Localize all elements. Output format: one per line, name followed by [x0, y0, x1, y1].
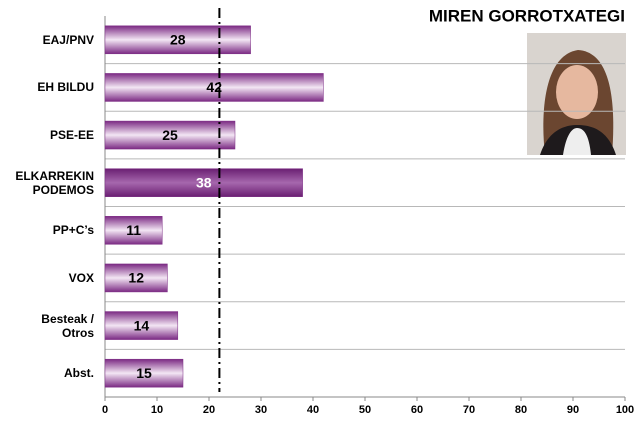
x-tick-label: 0 — [102, 404, 108, 416]
x-tick-label: 60 — [411, 404, 423, 416]
bar — [104, 168, 303, 197]
value-label: 42 — [206, 79, 222, 95]
x-tick-label: 80 — [515, 404, 527, 416]
chart-title: MIREN GORROTXATEGI — [429, 6, 625, 25]
photo — [527, 33, 626, 155]
bar — [104, 120, 236, 150]
bar — [104, 311, 179, 340]
category-label: VOX — [68, 270, 94, 285]
x-tick-label: 20 — [203, 404, 215, 416]
bar — [104, 73, 324, 102]
bar — [104, 216, 163, 245]
x-tick-label: 40 — [307, 404, 319, 416]
category-label: EAJ/PNV — [42, 32, 94, 47]
category-label: Abst. — [64, 366, 94, 381]
value-label: 25 — [162, 127, 178, 143]
value-label: 28 — [170, 32, 186, 48]
category-label: ELKARREKIN PODEMOS — [15, 168, 94, 197]
x-tick-label: 70 — [463, 404, 475, 416]
category-label: PP+C’s — [52, 223, 94, 238]
x-tick-label: 90 — [567, 404, 579, 416]
bar — [104, 358, 184, 388]
x-tick-label: 100 — [616, 404, 634, 416]
bar — [104, 263, 168, 293]
value-label: 12 — [128, 270, 144, 286]
bar — [104, 25, 251, 55]
value-label: 11 — [126, 222, 141, 238]
x-tick-label: 50 — [359, 404, 371, 416]
category-label: PSE-EE — [49, 128, 94, 143]
value-label: 15 — [136, 365, 152, 381]
value-label: 38 — [196, 174, 212, 190]
x-tick-label: 30 — [255, 404, 267, 416]
category-label: EH BILDU — [37, 80, 94, 95]
x-tick-label: 10 — [151, 404, 163, 416]
value-label: 14 — [134, 317, 150, 333]
category-label: Besteak / Otros — [41, 311, 94, 340]
